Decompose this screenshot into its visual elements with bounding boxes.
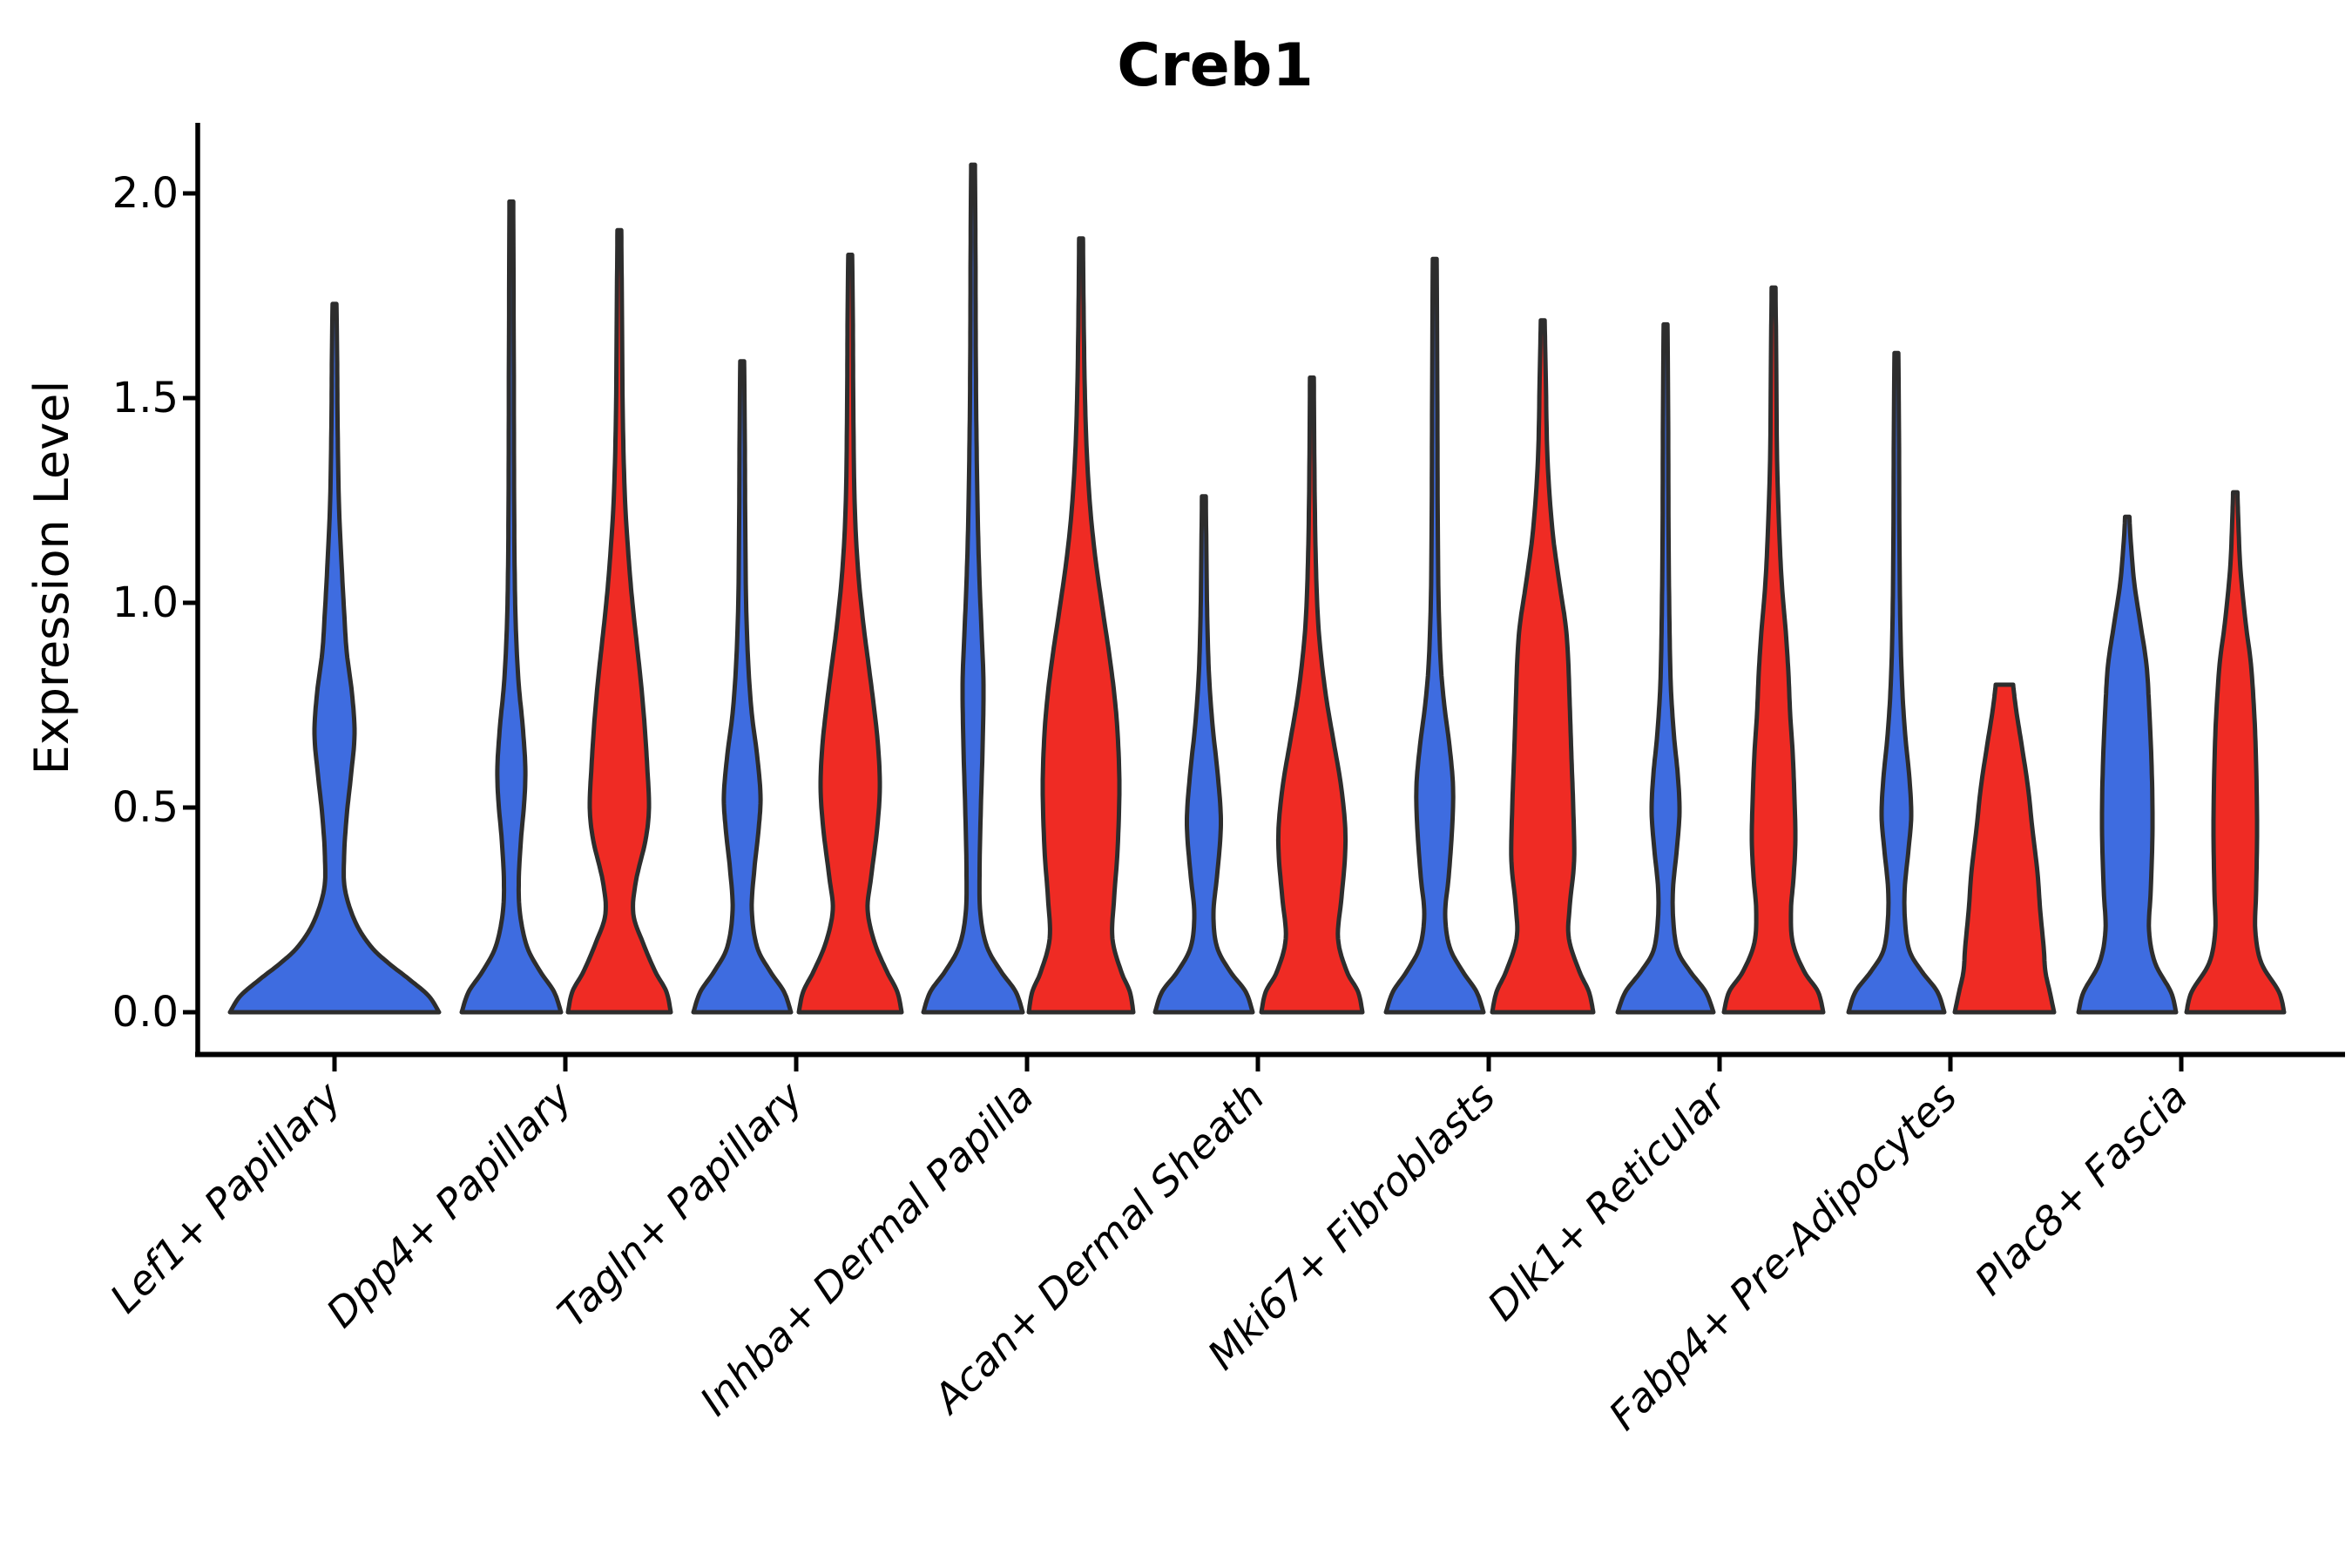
y-tick-label: 1.5 <box>112 374 179 422</box>
violin-dpp4-papillary-blue <box>459 199 564 1015</box>
x-tick-label-dlk1-reticular: Dlk1+ Reticular <box>1478 1071 1737 1329</box>
violin-dlk1-reticular-blue <box>1615 321 1716 1015</box>
x-tick-label-plac8-fascia: Plac8+ Fascia <box>1965 1073 2196 1304</box>
violins-group <box>227 162 2287 1015</box>
y-tick-label: 0.5 <box>112 783 179 832</box>
violin-mki67-fibroblasts-red <box>1490 318 1596 1015</box>
y-tick-label: 0.0 <box>112 988 179 1037</box>
y-axis-label: Expression Level <box>24 381 79 775</box>
y-tick-label: 1.0 <box>112 578 179 627</box>
violin-tagln-papillary-red <box>796 253 904 1015</box>
violin-plac8-fascia-red <box>2184 490 2287 1015</box>
violin-acan-dermal-sheath-red <box>1259 375 1365 1015</box>
violin-plac8-fascia-blue <box>2076 514 2179 1015</box>
violin-acan-dermal-sheath-blue <box>1152 494 1255 1015</box>
violin-fabp4-pre-adipocytes-red <box>1952 682 2057 1015</box>
violin-dlk1-reticular-red <box>1721 285 1826 1015</box>
y-tick-label: 2.0 <box>112 169 179 218</box>
violin-dpp4-papillary-red <box>565 227 673 1015</box>
x-tick-label-tagln-papillary: Tagln+ Papillary <box>548 1072 812 1336</box>
y-ticks-group: 0.0 0.5 1.0 1.5 2.0 <box>112 169 198 1037</box>
violin-tagln-papillary-blue <box>691 359 794 1015</box>
violin-lef1-papillary-blue <box>227 301 442 1015</box>
violin-mki67-fibroblasts-blue <box>1383 256 1486 1015</box>
violin-inhba-dermal-papilla-red <box>1026 236 1136 1015</box>
chart-title: Creb1 <box>1117 31 1314 100</box>
x-tick-label-lef1-papillary: Lef1+ Papillary <box>101 1072 350 1321</box>
x-tick-label-dpp4-papillary: Dpp4+ Papillary <box>317 1072 581 1336</box>
violin-inhba-dermal-papilla-blue <box>921 162 1025 1015</box>
axes-group <box>195 123 2345 1058</box>
violin-fabp4-pre-adipocytes-blue <box>1846 350 1947 1015</box>
